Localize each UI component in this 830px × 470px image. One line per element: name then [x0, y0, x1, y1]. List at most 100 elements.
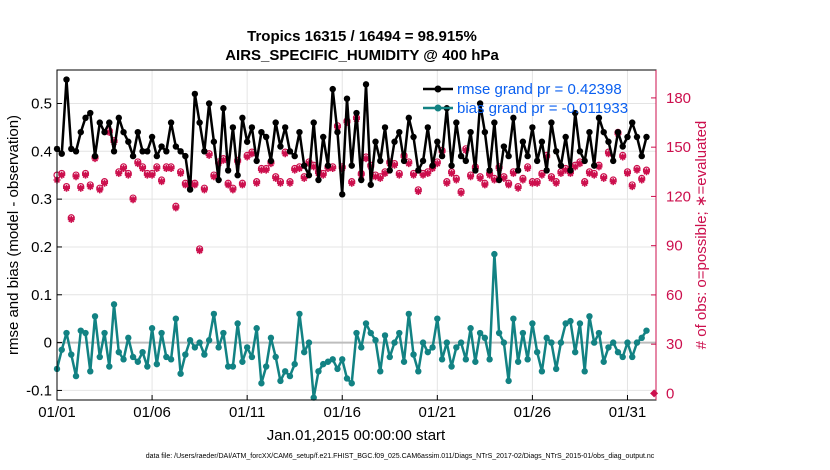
rmse-point — [586, 128, 593, 136]
x-tick-label: 01/06 — [133, 404, 171, 421]
bias-point — [448, 363, 455, 370]
rmse-point — [186, 186, 194, 193]
bias-point — [400, 358, 408, 365]
rmse-point — [334, 128, 341, 136]
obs-evaluated-marker — [262, 166, 270, 174]
obs-evaluated-marker — [58, 171, 66, 179]
obs-evaluated-marker — [419, 171, 427, 179]
obs-evaluated-marker — [329, 165, 337, 173]
bias-point — [643, 327, 650, 334]
bias-point — [358, 344, 365, 351]
rmse-point — [68, 145, 75, 153]
obs-evaluated-marker — [205, 151, 213, 159]
rmse-point — [567, 167, 574, 174]
rmse-point — [486, 167, 493, 174]
rmse-point — [320, 133, 327, 141]
bias-point — [172, 315, 180, 322]
rmse-point — [576, 148, 584, 155]
bias-point — [600, 358, 607, 365]
obs-evaluated-marker — [600, 174, 608, 182]
obs-evaluated-marker — [538, 171, 546, 179]
obs-evaluated-marker — [452, 176, 460, 184]
rmse-point — [87, 109, 94, 117]
rmse-point — [358, 176, 365, 184]
rmse-point — [101, 128, 108, 136]
obs-evaluated-marker — [248, 150, 256, 158]
rmse-point — [610, 157, 617, 165]
obs-evaluated-marker — [196, 247, 204, 255]
obs-evaluated-marker — [609, 178, 617, 186]
right-tick-label: 60 — [666, 287, 683, 304]
legend-rmse-label: rmse grand pr = 0.42398 — [457, 81, 622, 98]
obs-evaluated-marker — [547, 174, 555, 182]
obs-evaluated-marker — [124, 171, 132, 179]
obs-evaluated-marker — [158, 178, 166, 186]
right-tick-label: 0 — [666, 385, 674, 402]
bias-point — [82, 329, 89, 337]
obs-evaluated-marker — [448, 169, 456, 177]
bias-point — [177, 370, 184, 377]
rmse-point — [120, 128, 127, 136]
bias-point — [182, 351, 189, 358]
obs-evaluated-marker — [101, 179, 109, 187]
bias-point — [243, 344, 251, 351]
bias-point — [386, 353, 393, 361]
bias-point — [186, 337, 194, 344]
y-tick-label: -0.1 — [26, 382, 52, 399]
obs-evaluated-marker — [519, 176, 527, 184]
obs-evaluated-marker — [476, 174, 484, 182]
rmse-point — [353, 109, 360, 117]
obs-evaluated-marker — [490, 176, 498, 184]
bias-point — [405, 310, 412, 318]
obs-evaluated-marker — [481, 181, 489, 189]
rmse-point — [153, 152, 161, 160]
bias-point — [239, 358, 246, 365]
right-tick-label: 30 — [666, 336, 683, 353]
rmse-point — [453, 119, 460, 126]
rmse-series — [53, 76, 650, 198]
bias-point — [590, 339, 598, 346]
obs-evaluated-marker — [362, 155, 370, 163]
obs-evaluated-marker — [96, 186, 104, 194]
rmse-point — [277, 143, 284, 150]
bias-point — [315, 368, 322, 375]
bias-point — [595, 329, 603, 337]
bias-point — [510, 315, 517, 322]
obs-evaluated-marker — [628, 183, 636, 191]
bias-point — [638, 334, 645, 342]
obs-evaluated-marker — [139, 165, 147, 173]
rmse-point — [315, 176, 322, 184]
obs-evaluated-marker — [72, 173, 80, 181]
rmse-point — [467, 128, 474, 136]
obs-evaluated-marker — [238, 181, 246, 189]
obs-evaluated-marker — [63, 184, 71, 192]
obs-evaluated-marker — [143, 171, 151, 179]
bias-point — [234, 320, 241, 327]
bias-point — [87, 368, 94, 375]
obs-evaluated-marker — [462, 146, 470, 154]
rmse-point — [310, 119, 317, 126]
rmse-point — [419, 157, 427, 165]
obs-evaluated-marker — [372, 173, 380, 181]
obs-evaluated-marker — [120, 165, 128, 173]
bias-point — [472, 358, 479, 365]
bias-point — [305, 339, 313, 346]
rmse-point — [82, 114, 89, 122]
rmse-point — [220, 105, 227, 112]
obs-evaluated-marker — [276, 179, 284, 187]
rmse-point — [396, 128, 403, 136]
bias-point — [514, 358, 522, 365]
bias-point — [258, 380, 265, 387]
bias-point — [624, 339, 631, 346]
bias-point — [296, 310, 303, 318]
bias-point — [367, 329, 374, 337]
bias-point — [424, 348, 432, 356]
obs-evaluated-marker — [581, 179, 589, 187]
rmse-point — [301, 162, 308, 169]
rmse-point — [548, 119, 555, 126]
obs-evaluated-marker — [571, 163, 579, 171]
bias-point — [248, 353, 256, 361]
bias-point — [110, 301, 118, 308]
bias-point — [552, 365, 560, 373]
y-axis-label-right: # of obs: o=possible; ∗=evaluated — [693, 121, 710, 350]
